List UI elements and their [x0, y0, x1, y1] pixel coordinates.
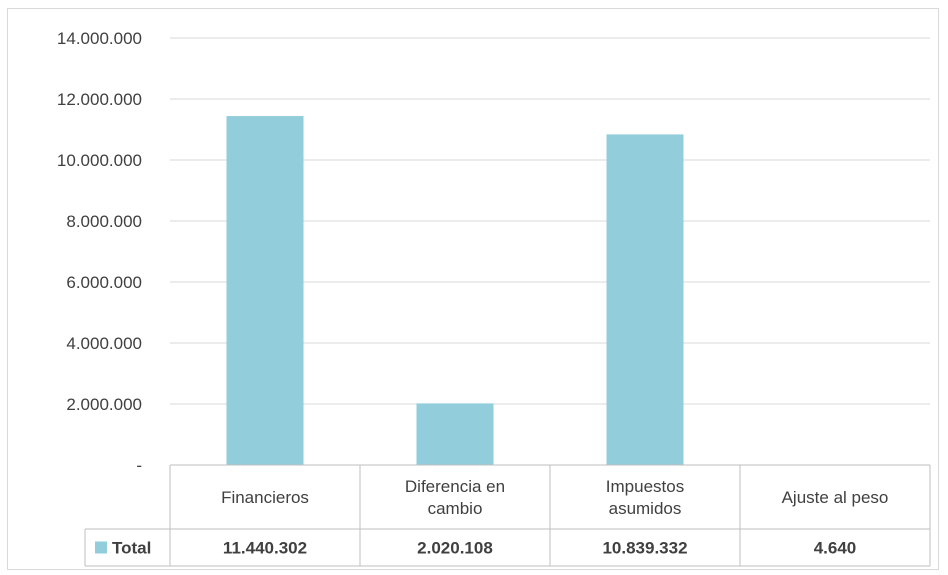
y-tick-label: 10.000.000 — [57, 151, 142, 170]
y-tick-label: 14.000.000 — [57, 29, 142, 48]
legend-label: Total — [112, 539, 151, 558]
category-label: Ajuste al peso — [782, 488, 889, 507]
y-tick-label: 2.000.000 — [66, 395, 142, 414]
y-tick-label: 6.000.000 — [66, 273, 142, 292]
data-value-label: 11.440.302 — [223, 539, 307, 558]
legend-swatch — [95, 541, 107, 554]
y-tick-label: - — [136, 456, 142, 475]
category-label: Impuestos — [606, 477, 684, 496]
data-value-label: 10.839.332 — [602, 539, 687, 558]
y-tick-label: 8.000.000 — [66, 212, 142, 231]
bar — [606, 134, 684, 465]
category-label: asumidos — [609, 499, 682, 518]
bar — [416, 403, 494, 465]
y-tick-label: 4.000.000 — [66, 334, 142, 353]
data-value-label: 2.020.108 — [417, 539, 493, 558]
bar — [226, 116, 304, 465]
data-value-label: 4.640 — [814, 539, 857, 558]
category-label: cambio — [428, 499, 483, 518]
chart-frame — [7, 8, 939, 570]
category-label: Financieros — [221, 488, 309, 507]
category-label: Diferencia en — [405, 477, 505, 496]
y-tick-label: 12.000.000 — [57, 90, 142, 109]
